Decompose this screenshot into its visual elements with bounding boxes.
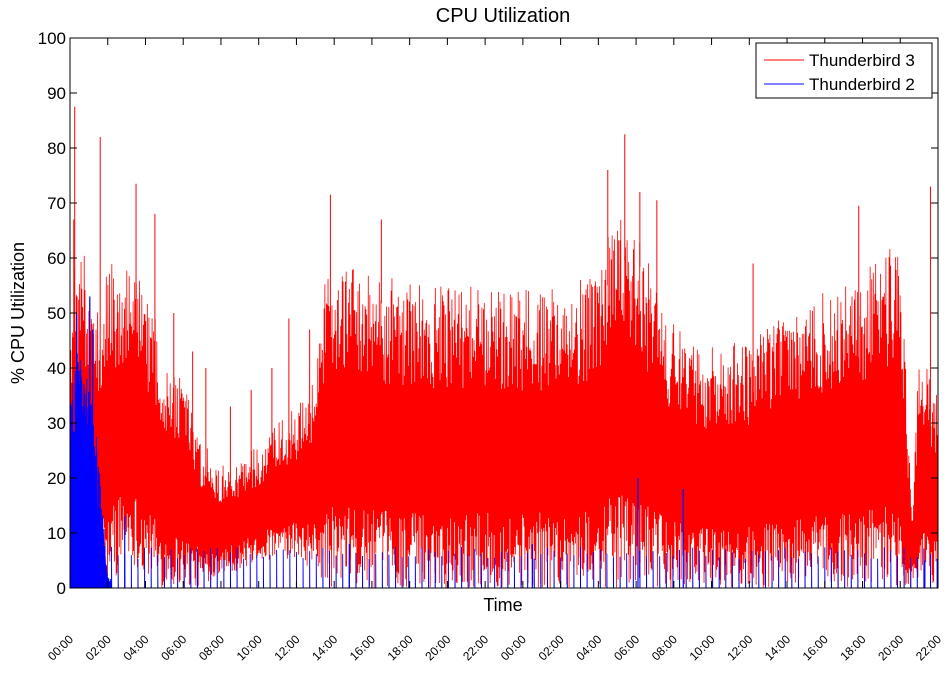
- y-tick-label: 80: [47, 139, 66, 158]
- y-tick-label: 100: [38, 29, 66, 48]
- legend-label-thunderbird-2: Thunderbird 2: [809, 75, 915, 94]
- legend-box: [755, 42, 933, 99]
- y-tick-label: 70: [47, 194, 66, 213]
- y-tick-label: 40: [47, 359, 66, 378]
- legend: Thunderbird 3 Thunderbird 2: [755, 42, 933, 99]
- chart-title: CPU Utilization: [436, 5, 570, 27]
- y-tick-label: 50: [47, 304, 66, 323]
- y-tick-label: 0: [57, 579, 66, 598]
- series-thunderbird-2: [70, 296, 938, 588]
- x-axis-label: Time: [483, 595, 522, 615]
- series-layer: [70, 106, 938, 588]
- series-thunderbird-3: [70, 106, 938, 588]
- legend-label-thunderbird-3: Thunderbird 3: [809, 51, 915, 70]
- y-tick-label: 60: [47, 249, 66, 268]
- series-line-thunderbird-3: [70, 219, 938, 588]
- y-tick-label: 20: [47, 469, 66, 488]
- y-tick-label: 10: [47, 524, 66, 543]
- y-axis: 0 10 20 30 40 50 60 70 80 90 100: [38, 29, 938, 598]
- y-tick-label: 90: [47, 84, 66, 103]
- y-axis-label: % CPU Utilization: [8, 242, 28, 384]
- y-tick-label: 30: [47, 414, 66, 433]
